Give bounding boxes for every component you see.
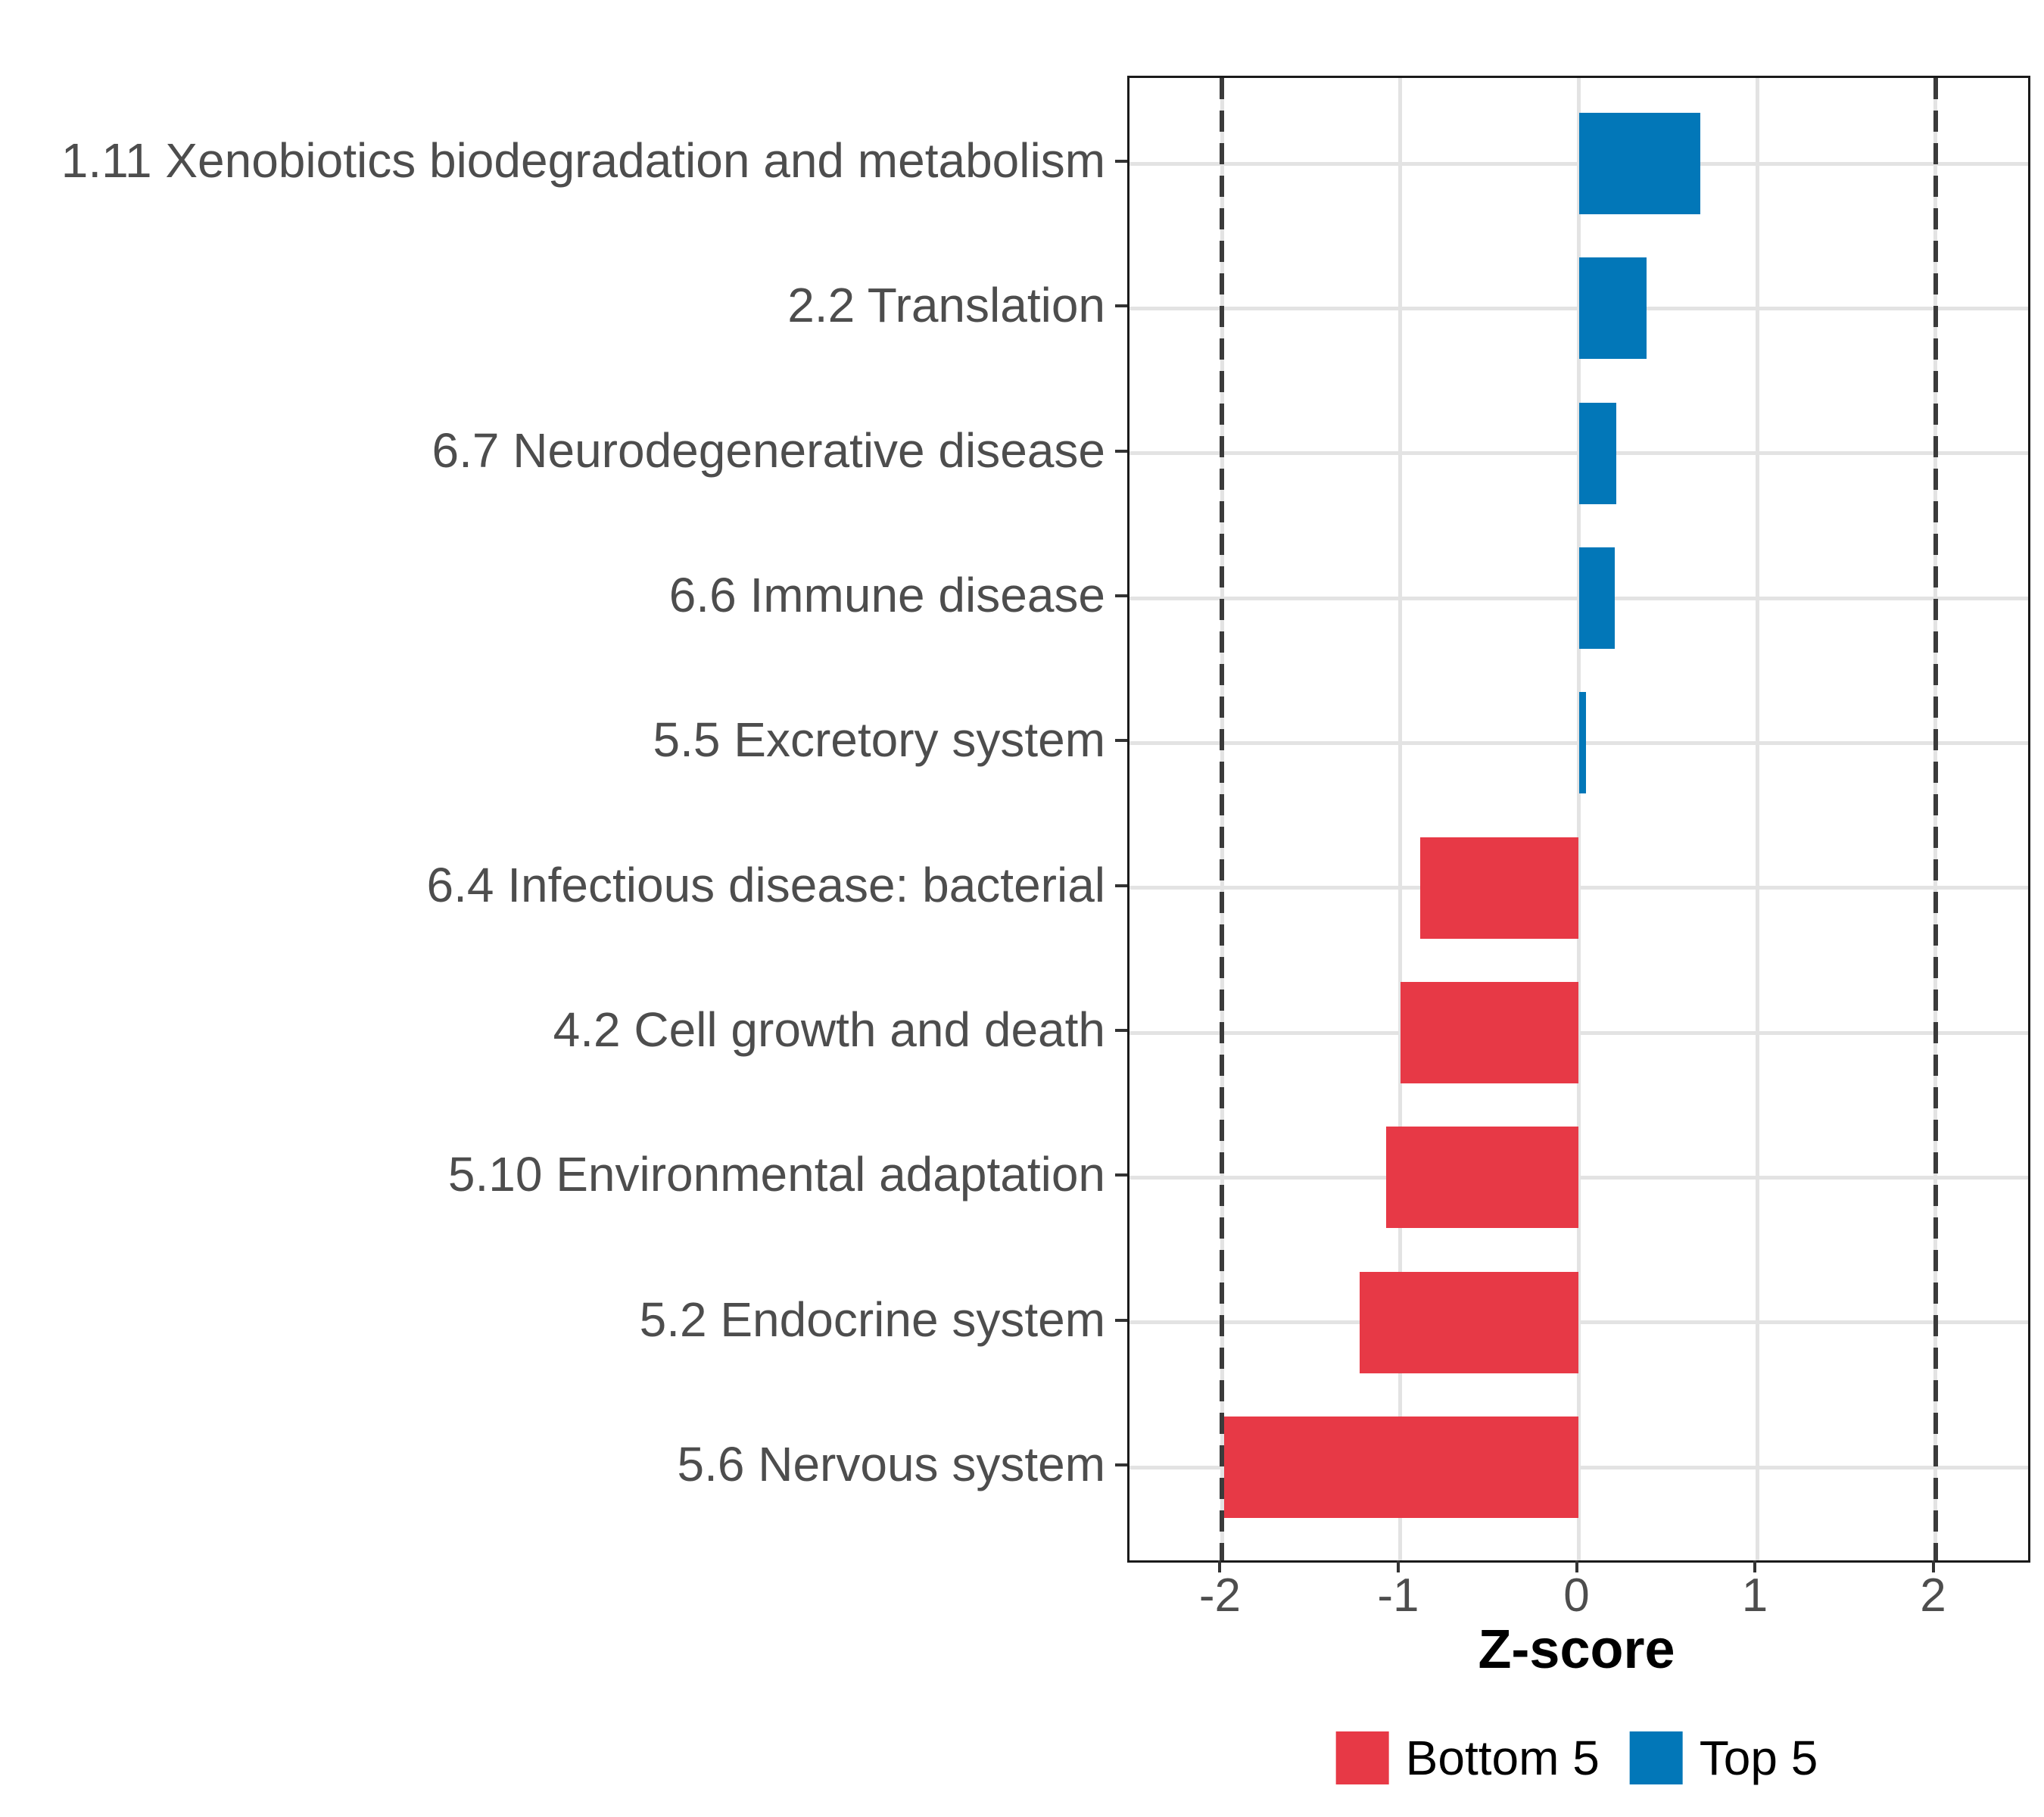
bar-5-10-environmental-adaptation [1386, 1127, 1579, 1229]
legend-label-bottom5: Bottom 5 [1405, 1731, 1600, 1785]
bar-5-6-nervous-system [1223, 1417, 1579, 1518]
gridline-vertical [1755, 78, 1759, 1560]
y-axis-category-label: 5.5 Excretory system [653, 712, 1106, 768]
bar-5-5-excretory-system [1578, 692, 1586, 794]
y-axis-tick [1115, 304, 1127, 308]
bar-5-2-endocrine-system [1359, 1271, 1579, 1373]
x-axis-tick [1218, 1560, 1222, 1572]
bar-6-7-neurodegenerative-disease [1578, 402, 1616, 504]
y-axis-category-label: 2.2 Translation [787, 278, 1105, 333]
gridline-vertical [1398, 78, 1403, 1560]
y-axis-category-label: 5.6 Nervous system [677, 1437, 1105, 1491]
plot-panel [1127, 76, 2030, 1563]
x-axis-tick [1575, 1560, 1578, 1572]
y-axis-tick [1115, 1463, 1127, 1466]
y-axis-category-label: 5.2 Endocrine system [639, 1292, 1105, 1347]
dashed-reference-line [1220, 78, 1225, 1560]
y-axis-category-label: 1.11 Xenobiotics biodegradation and meta… [61, 133, 1105, 188]
x-axis-tick [1753, 1560, 1757, 1572]
bar-4-2-cell-growth-and-death [1400, 982, 1579, 1083]
dashed-reference-line [1933, 78, 1938, 1560]
y-axis-category-label: 6.4 Infectious disease: bacterial [426, 857, 1105, 912]
x-axis-tick-label: 0 [1563, 1569, 1590, 1622]
y-axis-category-label: 6.6 Immune disease [668, 568, 1105, 622]
legend-entry-top5: Top 5 [1629, 1730, 1818, 1786]
x-axis-tick-label: -1 [1377, 1569, 1419, 1622]
x-axis-tick [1931, 1560, 1935, 1572]
legend-swatch-top5 [1629, 1731, 1683, 1784]
legend: Bottom 5 Top 5 [1335, 1730, 1818, 1786]
y-axis-tick [1115, 884, 1127, 887]
bar-2-2-translation [1578, 257, 1647, 360]
y-axis-tick [1115, 449, 1127, 453]
y-axis-tick [1115, 1029, 1127, 1032]
y-axis-tick [1115, 160, 1127, 163]
y-axis-tick [1115, 1173, 1127, 1177]
bar-1-11-xenobiotics-biodegradation-and-metabolism [1578, 113, 1700, 214]
y-axis-tick [1115, 594, 1127, 597]
y-axis-tick [1115, 739, 1127, 743]
x-axis-tick [1396, 1560, 1400, 1572]
bar-6-6-immune-disease [1578, 547, 1615, 649]
gridline-vertical [1577, 78, 1581, 1560]
legend-entry-bottom5: Bottom 5 [1335, 1730, 1600, 1786]
x-axis-tick-label: 1 [1741, 1569, 1768, 1622]
x-axis-tick-label: 2 [1920, 1569, 1946, 1622]
y-axis-tick [1115, 1318, 1127, 1322]
x-axis-title: Z-score [1478, 1619, 1675, 1680]
y-axis-category-label: 5.10 Environmental adaptation [447, 1147, 1105, 1202]
legend-label-top5: Top 5 [1699, 1731, 1818, 1785]
y-axis-category-label: 6.7 Neurodegenerative disease [432, 422, 1106, 478]
legend-swatch-bottom5 [1335, 1731, 1389, 1784]
x-axis-tick-label: -2 [1198, 1569, 1242, 1622]
y-axis-category-label: 4.2 Cell growth and death [553, 1002, 1105, 1057]
bar-6-4-infectious-disease-bacterial [1419, 837, 1579, 939]
